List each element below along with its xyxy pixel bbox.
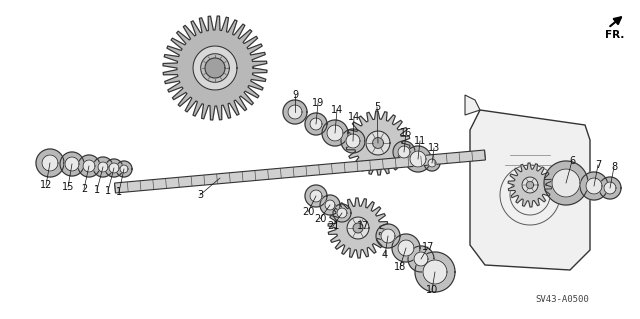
Polygon shape — [423, 260, 447, 284]
Polygon shape — [328, 198, 388, 258]
Text: 20: 20 — [302, 207, 314, 217]
Polygon shape — [408, 246, 434, 272]
Polygon shape — [470, 110, 590, 270]
Polygon shape — [320, 195, 340, 215]
Text: 1: 1 — [105, 186, 111, 196]
Polygon shape — [522, 177, 538, 193]
Polygon shape — [327, 125, 343, 141]
Polygon shape — [163, 16, 267, 120]
Polygon shape — [60, 152, 84, 176]
Polygon shape — [116, 161, 132, 177]
Text: SV43-A0500: SV43-A0500 — [535, 295, 589, 305]
Polygon shape — [415, 252, 455, 292]
Polygon shape — [353, 223, 363, 233]
Text: FR.: FR. — [605, 30, 625, 40]
Polygon shape — [115, 150, 486, 193]
Polygon shape — [586, 178, 602, 194]
Polygon shape — [599, 177, 621, 199]
Polygon shape — [381, 229, 395, 243]
Polygon shape — [580, 172, 608, 200]
Polygon shape — [410, 151, 426, 167]
Text: 9: 9 — [292, 90, 298, 100]
Polygon shape — [376, 224, 400, 248]
Polygon shape — [201, 54, 229, 82]
Polygon shape — [105, 159, 123, 177]
Polygon shape — [414, 252, 428, 266]
Polygon shape — [333, 204, 351, 222]
Text: 1: 1 — [116, 187, 122, 197]
Text: 3: 3 — [197, 190, 203, 200]
Polygon shape — [305, 113, 327, 135]
Polygon shape — [288, 105, 302, 119]
Polygon shape — [398, 240, 414, 256]
Polygon shape — [337, 208, 347, 218]
Polygon shape — [78, 155, 100, 177]
Text: 12: 12 — [40, 180, 52, 190]
Polygon shape — [325, 200, 335, 210]
Text: 8: 8 — [611, 162, 617, 172]
Text: 11: 11 — [414, 136, 426, 146]
Polygon shape — [310, 118, 322, 130]
Polygon shape — [424, 155, 440, 171]
Text: 16: 16 — [400, 128, 412, 138]
Polygon shape — [508, 163, 552, 207]
Polygon shape — [366, 131, 390, 155]
Text: 13: 13 — [428, 143, 440, 153]
Text: 18: 18 — [394, 262, 406, 272]
Text: 19: 19 — [312, 98, 324, 108]
Polygon shape — [93, 157, 113, 177]
Polygon shape — [341, 129, 365, 153]
Text: 7: 7 — [595, 160, 601, 170]
Polygon shape — [346, 134, 360, 148]
Text: 1: 1 — [94, 185, 100, 195]
Text: 15: 15 — [62, 182, 74, 192]
Text: 14: 14 — [348, 112, 360, 122]
Polygon shape — [98, 162, 108, 172]
Text: 4: 4 — [382, 250, 388, 260]
Text: 5: 5 — [374, 102, 380, 112]
Polygon shape — [405, 146, 431, 172]
Text: 14: 14 — [331, 105, 343, 115]
Polygon shape — [398, 146, 410, 158]
Polygon shape — [310, 190, 322, 202]
Polygon shape — [283, 100, 307, 124]
Polygon shape — [604, 182, 616, 194]
Polygon shape — [42, 155, 58, 171]
Text: 20: 20 — [314, 214, 326, 224]
Polygon shape — [205, 58, 225, 78]
Text: 17: 17 — [357, 221, 369, 231]
Polygon shape — [527, 182, 534, 189]
Polygon shape — [36, 149, 64, 177]
Polygon shape — [428, 159, 436, 167]
Polygon shape — [346, 111, 410, 175]
Polygon shape — [372, 137, 383, 148]
Text: 21: 21 — [327, 221, 339, 231]
Polygon shape — [109, 163, 119, 173]
Polygon shape — [322, 120, 348, 146]
Text: 6: 6 — [569, 156, 575, 166]
Polygon shape — [65, 157, 79, 171]
Polygon shape — [120, 165, 128, 173]
Polygon shape — [193, 46, 237, 90]
Polygon shape — [544, 161, 588, 205]
Text: 17: 17 — [422, 242, 434, 252]
Polygon shape — [393, 141, 415, 163]
Polygon shape — [83, 160, 95, 172]
Polygon shape — [552, 169, 580, 197]
Polygon shape — [465, 95, 480, 115]
Polygon shape — [347, 217, 369, 239]
Text: 10: 10 — [426, 285, 438, 295]
Polygon shape — [305, 185, 327, 207]
Text: 2: 2 — [81, 184, 87, 194]
Polygon shape — [392, 234, 420, 262]
